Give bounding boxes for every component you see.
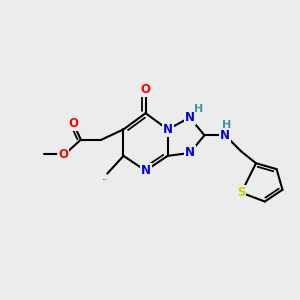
Text: N: N xyxy=(141,164,151,177)
Text: S: S xyxy=(237,186,245,199)
Text: O: O xyxy=(141,83,151,96)
Text: H: H xyxy=(194,104,203,114)
Text: N: N xyxy=(185,111,195,124)
Text: methyl: methyl xyxy=(103,179,108,180)
Text: O: O xyxy=(58,148,68,161)
Text: N: N xyxy=(220,129,230,142)
Text: H: H xyxy=(222,120,231,130)
Text: N: N xyxy=(163,123,173,136)
Text: N: N xyxy=(185,146,195,159)
Text: O: O xyxy=(68,117,78,130)
